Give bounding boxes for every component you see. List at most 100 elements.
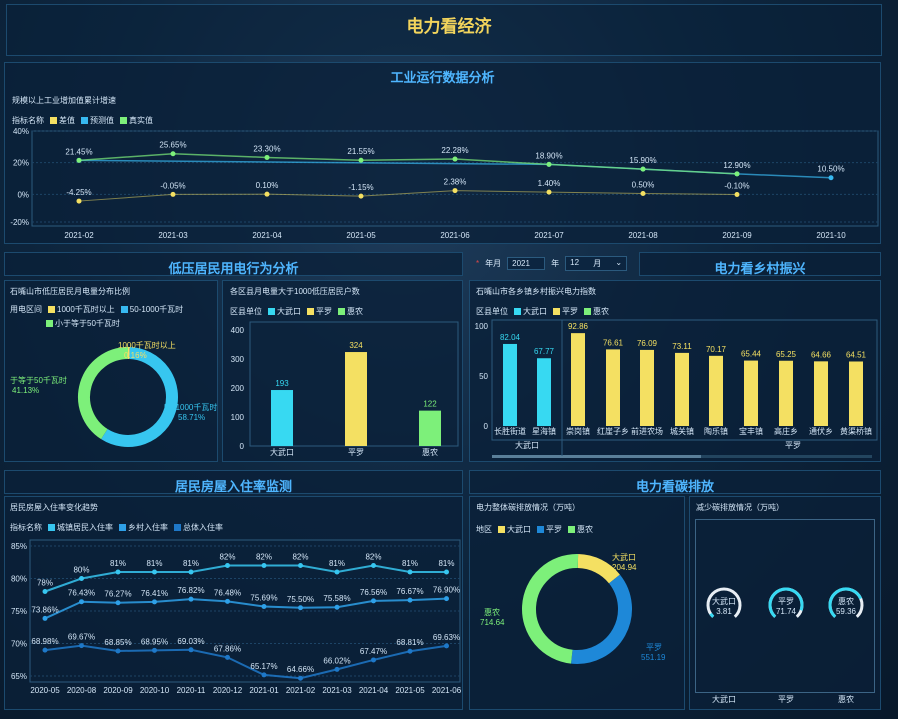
legend-item-diff[interactable]: 差值 <box>50 115 75 126</box>
gauge-value: 59.36 <box>836 607 857 616</box>
legend-item-over1000[interactable]: 1000千瓦时以上 <box>48 304 115 315</box>
data-label: 1.40% <box>538 179 561 188</box>
slice-label-name: 1000千瓦时以上 <box>118 340 176 350</box>
data-label: -0.05% <box>160 181 185 190</box>
housing-header <box>4 470 463 494</box>
y-tick-label: 0% <box>17 190 29 199</box>
data-point <box>225 563 230 568</box>
data-label: 73.86% <box>31 605 58 614</box>
bar-value-label: 324 <box>349 341 363 350</box>
series-line <box>44 564 447 593</box>
x-tick-label: 惠农 <box>838 694 854 704</box>
data-point <box>546 161 552 167</box>
x-tick-label: 2021-04 <box>252 231 282 240</box>
data-point <box>152 569 157 575</box>
x-tick-label: 平罗 <box>778 695 794 704</box>
rural-scrollbar[interactable] <box>492 455 872 458</box>
legend-item-pingluo[interactable]: 平罗 <box>553 306 578 317</box>
data-label: 22.28% <box>441 146 468 155</box>
slice-label-value: 204.94 <box>612 563 637 572</box>
bar-value-label: 73.11 <box>672 342 692 351</box>
chevron-down-icon: ⌄ <box>615 258 623 267</box>
legend-item-total[interactable]: 总体入住率 <box>174 522 223 533</box>
bar-value-label: 70.17 <box>706 345 727 354</box>
x-tick-label: 2021-03 <box>158 231 188 240</box>
data-label: 81% <box>329 559 345 568</box>
data-point <box>152 647 157 653</box>
x-tick-label: 2021-05 <box>346 231 376 240</box>
bar-value-label: 76.61 <box>603 338 624 347</box>
legend-item-pingluo[interactable]: 平罗 <box>537 524 562 535</box>
data-label: 82% <box>256 553 272 562</box>
data-point <box>264 191 270 197</box>
slice-label-name: 平罗 <box>646 643 662 652</box>
gauge-value: 71.74 <box>776 607 797 616</box>
data-point <box>640 166 646 172</box>
data-label: 81% <box>183 559 199 568</box>
x-tick-label: 2021-06 <box>440 231 470 240</box>
data-label: 15.90% <box>629 156 656 165</box>
data-point <box>42 647 48 653</box>
data-point <box>407 569 413 575</box>
legend-item-huinong[interactable]: 惠农 <box>584 306 609 317</box>
bar <box>814 361 828 426</box>
y-tick-label: 85% <box>11 542 27 551</box>
x-tick-label: 通伏乡 <box>809 426 833 436</box>
gauge-fill <box>828 587 863 618</box>
legend-item-50to1000[interactable]: 50-1000千瓦时 <box>120 304 183 315</box>
legend-item-pingluo[interactable]: 平罗 <box>307 306 332 317</box>
legend-item-actual[interactable]: 真实值 <box>120 115 153 126</box>
data-point <box>444 596 449 602</box>
year-month-label: 年月 <box>485 259 502 268</box>
y-tick-label: 20% <box>13 159 29 168</box>
bar-value-label: 82.04 <box>500 333 521 342</box>
legend-item-dawukou[interactable]: 大武口 <box>498 524 531 535</box>
x-tick-label: 2021-03 <box>322 686 352 695</box>
data-point <box>371 563 376 568</box>
plot-frame <box>491 319 878 441</box>
lowres-bar-subtitle: 各区县月电量大于1000低压居民户数 <box>230 287 360 296</box>
legend-label: 用电区间 <box>10 305 42 314</box>
data-point <box>371 657 376 663</box>
data-label: 69.63% <box>433 633 460 642</box>
legend-item-rural[interactable]: 乡村入住率 <box>119 522 168 533</box>
x-tick-label: 平罗 <box>348 448 364 457</box>
data-label: 75.50% <box>287 595 314 604</box>
legend-label: 指标名称 <box>12 116 44 125</box>
slice-label-value: 551.19 <box>641 653 666 662</box>
bar-value-label: 65.25 <box>776 350 797 359</box>
year-select[interactable]: 2021 <box>507 257 546 270</box>
legend-item-dawukou[interactable]: 大武口 <box>268 306 301 317</box>
bar-value-label: 67.77 <box>534 347 555 356</box>
header-bar <box>6 4 882 56</box>
y-tick-label: 100 <box>475 322 489 331</box>
legend-item-under50[interactable]: 小于等于50千瓦时 <box>46 318 120 329</box>
month-select[interactable]: 12 月 ⌄ <box>565 256 628 271</box>
x-tick-label: 2021-04 <box>359 686 389 695</box>
legend-item-dawukou[interactable]: 大武口 <box>514 306 547 317</box>
data-label: 68.98% <box>31 637 58 646</box>
x-tick-label: 崇岗镇 <box>566 426 590 436</box>
legend-item-urban[interactable]: 城镇居民入住率 <box>48 522 113 533</box>
x-tick-label: 2021-01 <box>249 686 279 695</box>
legend-item-huinong[interactable]: 惠农 <box>568 524 593 535</box>
data-label: 76.27% <box>104 590 131 599</box>
y-tick-label: 70% <box>11 640 27 649</box>
x-tick-label: 大武口 <box>270 447 294 457</box>
data-point <box>42 615 48 621</box>
data-point <box>170 191 176 197</box>
bar <box>537 358 551 426</box>
data-point <box>42 589 48 594</box>
legend-item-forecast[interactable]: 预测值 <box>81 115 114 126</box>
gauge-value: 3.81 <box>716 607 732 616</box>
data-point <box>828 175 834 181</box>
gauge-name: 惠农 <box>838 596 854 606</box>
y-tick-label: 400 <box>231 326 245 335</box>
data-point <box>261 563 267 568</box>
legend-label: 地区 <box>476 525 492 534</box>
housing-title: 居民房屋入住率监测 <box>174 479 292 494</box>
data-label: 0.50% <box>632 181 655 190</box>
x-tick-label: 2020-08 <box>67 686 97 695</box>
legend-item-huinong[interactable]: 惠农 <box>338 306 363 317</box>
